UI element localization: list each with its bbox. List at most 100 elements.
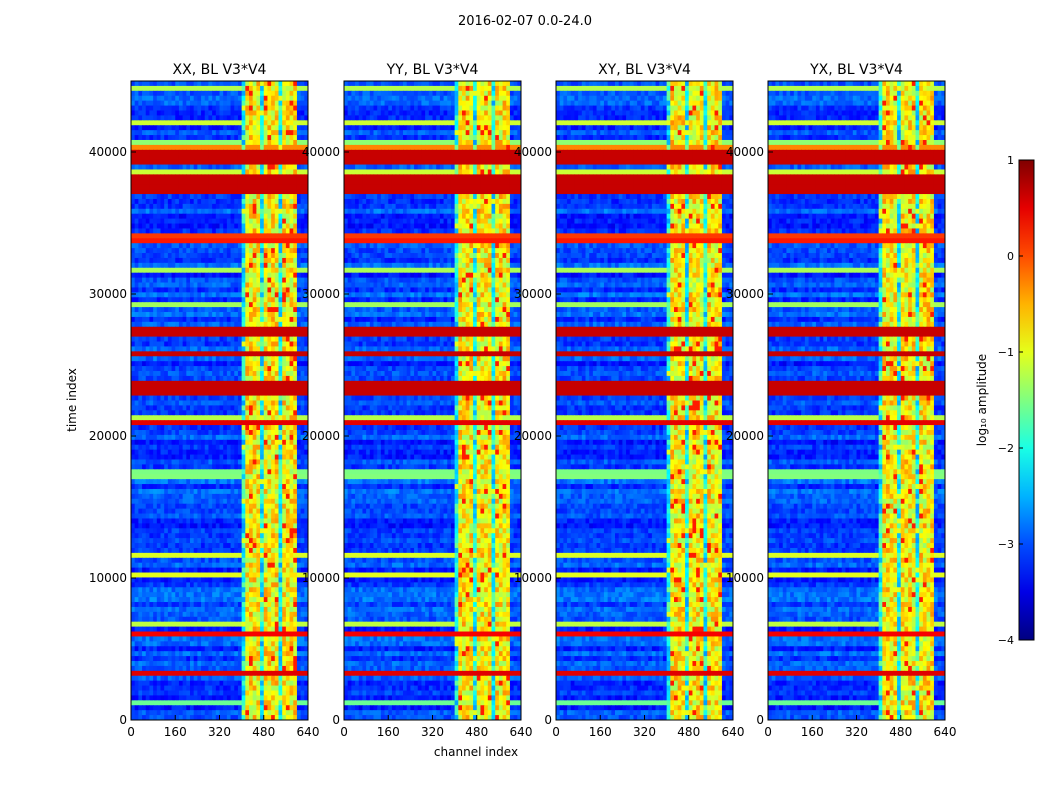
heatmap-cell	[215, 444, 221, 451]
heatmap-cell	[175, 228, 180, 234]
heatmap-cell	[289, 484, 294, 490]
heatmap-cell	[241, 577, 246, 583]
heatmap-cell	[219, 587, 224, 593]
heatmap-cell	[149, 449, 154, 456]
heatmap-cell	[237, 366, 243, 372]
heatmap-cell	[134, 297, 139, 303]
heatmap-cell	[219, 351, 224, 357]
heatmap-cell	[201, 341, 206, 348]
heatmap-cell	[293, 307, 298, 313]
heatmap-cell	[156, 341, 162, 348]
heatmap-cell	[153, 528, 158, 534]
heatmap-cell	[175, 282, 180, 289]
heatmap-cell	[134, 385, 139, 392]
heatmap-cell	[285, 523, 291, 529]
heatmap-cell	[260, 287, 265, 293]
heatmap-cell	[282, 228, 287, 234]
heatmap-cell	[289, 238, 294, 244]
heatmap-cell	[285, 572, 291, 579]
heatmap-cell	[212, 144, 217, 151]
heatmap-cell	[171, 429, 176, 436]
heatmap-cell	[164, 90, 169, 97]
heatmap-cell	[219, 223, 224, 230]
heatmap-cell	[249, 125, 254, 131]
heatmap-cell	[296, 415, 302, 421]
heatmap-cell	[131, 135, 136, 141]
heatmap-cell	[226, 95, 232, 102]
heatmap-cell	[197, 95, 202, 102]
heatmap-cell	[142, 81, 147, 87]
heatmap-cell	[145, 474, 151, 480]
heatmap-cell	[190, 538, 195, 544]
heatmap-cell	[171, 321, 176, 328]
heatmap-cell	[263, 307, 269, 313]
heatmap-cell	[289, 479, 294, 485]
heatmap-cell	[289, 415, 294, 421]
heatmap-cell	[204, 454, 210, 461]
heatmap-cell	[289, 169, 294, 175]
heatmap-cell	[138, 582, 143, 588]
heatmap-cell	[212, 469, 217, 475]
heatmap-cell	[190, 125, 195, 131]
heatmap-cell	[260, 189, 265, 195]
heatmap-cell	[271, 425, 276, 431]
heatmap-cell	[171, 474, 176, 480]
heatmap-cell	[296, 577, 302, 583]
heatmap-cell	[278, 81, 283, 87]
heatmap-cell	[245, 454, 250, 461]
heatmap-cell	[131, 105, 136, 112]
heatmap-cell	[153, 321, 158, 328]
heatmap-cell	[171, 100, 176, 107]
heatmap-cell	[193, 164, 198, 171]
heatmap-cell	[260, 454, 265, 461]
heatmap-cell	[138, 316, 143, 323]
heatmap-cell	[219, 474, 224, 480]
heatmap-cell	[153, 439, 158, 446]
heatmap-cell	[296, 449, 302, 456]
heatmap-cell	[201, 233, 206, 239]
heatmap-cell	[167, 380, 173, 387]
heatmap-cell	[178, 410, 184, 416]
heatmap-cell	[149, 208, 154, 215]
heatmap-cell	[182, 336, 187, 343]
heatmap-cell	[175, 277, 180, 284]
heatmap-cell	[204, 184, 210, 190]
heatmap-cell	[256, 410, 261, 416]
heatmap-cell	[245, 375, 250, 382]
heatmap-cell	[285, 272, 291, 279]
heatmap-cell	[226, 164, 232, 171]
heatmap-cell	[160, 184, 165, 190]
heatmap-cell	[293, 513, 298, 520]
heatmap-cell	[215, 410, 221, 416]
heatmap-cell	[282, 351, 287, 357]
heatmap-cell	[215, 248, 221, 254]
heatmap-cell	[300, 292, 305, 298]
heatmap-cell	[241, 302, 246, 308]
heatmap-cell	[138, 420, 143, 426]
heatmap-cell	[271, 395, 276, 402]
heatmap-cell	[274, 179, 280, 185]
heatmap-cell	[131, 164, 136, 171]
heatmap-cell	[260, 523, 265, 529]
heatmap-cell	[153, 307, 158, 313]
heatmap-cell	[245, 203, 250, 210]
heatmap-cell	[193, 189, 198, 195]
heatmap-cell	[193, 198, 198, 205]
heatmap-cell	[223, 518, 228, 524]
heatmap-cell	[260, 139, 265, 146]
heatmap-cell	[256, 420, 261, 426]
heatmap-cell	[296, 474, 302, 480]
heatmap-cell	[182, 513, 187, 520]
heatmap-cell	[223, 287, 228, 293]
heatmap-cell	[131, 429, 136, 436]
heatmap-cell	[204, 243, 210, 249]
heatmap-cell	[204, 449, 210, 456]
heatmap-cell	[256, 562, 261, 569]
heatmap-cell	[267, 371, 272, 377]
heatmap-cell	[289, 385, 294, 392]
heatmap-cell	[171, 81, 176, 87]
heatmap-cell	[296, 429, 302, 436]
heatmap-cell	[186, 316, 191, 323]
heatmap-cell	[263, 410, 269, 416]
heatmap-cell	[153, 203, 158, 210]
